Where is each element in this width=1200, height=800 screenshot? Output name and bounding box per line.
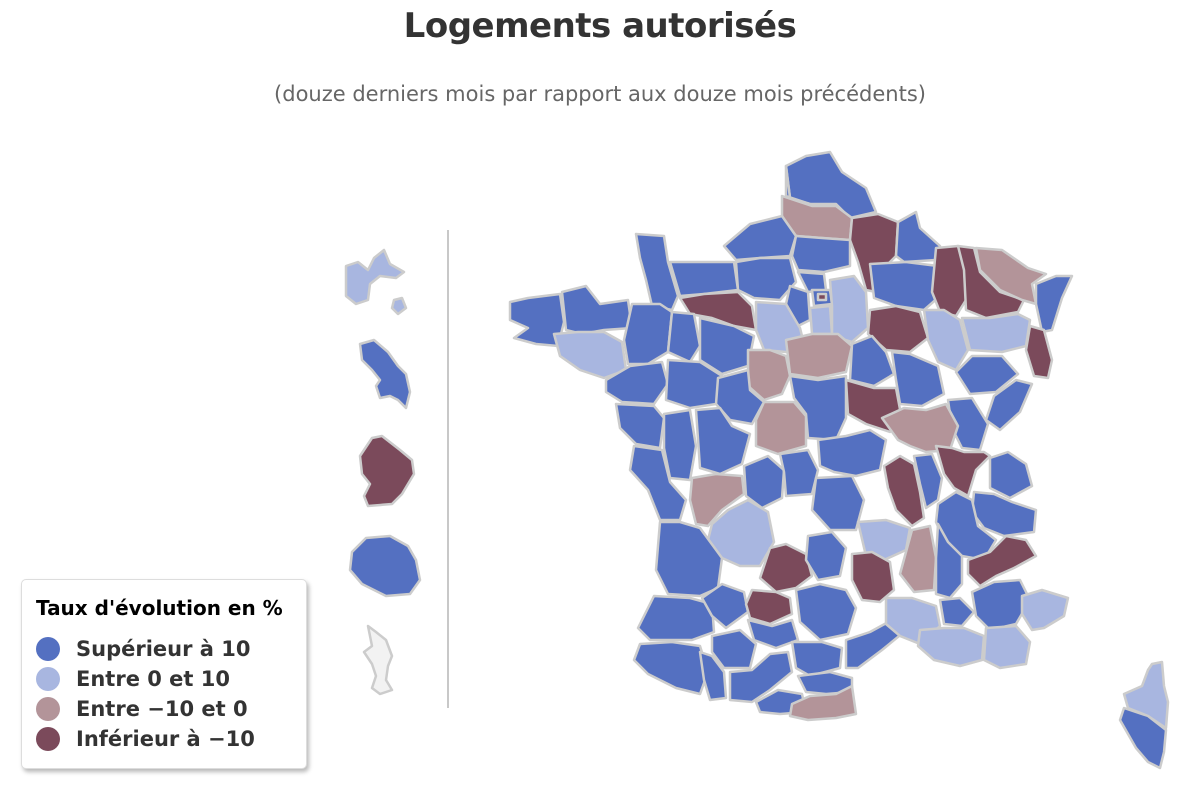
region-guyane[interactable] [358, 434, 416, 508]
region-lozere[interactable] [850, 550, 896, 604]
region-cote-d-or[interactable] [890, 350, 946, 408]
circle-icon [36, 637, 60, 661]
region-hautes-alpes[interactable] [966, 534, 1038, 588]
region-mayotte[interactable] [362, 624, 394, 696]
region-deux-sevres[interactable] [662, 408, 698, 482]
region-loiret[interactable] [784, 332, 854, 380]
region-guadeloupe[interactable] [344, 248, 408, 316]
region-bas-rhin[interactable] [1034, 274, 1074, 334]
region-vosges[interactable] [960, 312, 1032, 354]
region-aveyron[interactable] [794, 582, 858, 642]
region-pyrenees-atlantiques[interactable] [632, 640, 710, 696]
region-creuse[interactable] [778, 448, 820, 498]
region-ardennes[interactable] [894, 210, 942, 264]
region-vienne[interactable] [694, 406, 752, 476]
region-ardeche[interactable] [898, 524, 938, 594]
legend-item-m10-0[interactable]: Entre −10 et 0 [36, 694, 292, 724]
region-drome[interactable] [934, 522, 964, 600]
chart-subtitle: (douze derniers mois par rapport aux dou… [274, 82, 926, 106]
metropole-group [508, 150, 1170, 770]
region-var[interactable] [982, 624, 1032, 670]
legend-title: Taux d'évolution en % [36, 596, 283, 620]
region-calvados[interactable] [668, 260, 740, 298]
region-correze[interactable] [758, 542, 814, 594]
region-alpes-maritimes[interactable] [1020, 588, 1070, 632]
legend-label: Entre 0 et 10 [76, 667, 230, 691]
region-herault[interactable] [844, 618, 906, 670]
region-haut-rhin[interactable] [1024, 324, 1054, 380]
region-loire[interactable] [882, 454, 926, 528]
region-vendee[interactable] [614, 402, 666, 450]
region-gers[interactable] [710, 628, 758, 670]
circle-icon [36, 697, 60, 721]
region-charente-maritime[interactable] [628, 444, 688, 522]
region-rhone[interactable] [912, 452, 944, 510]
legend-item-infm10[interactable]: Inférieur à −10 [36, 724, 292, 754]
region-morbihan[interactable] [552, 330, 628, 380]
region-lot[interactable] [744, 588, 794, 626]
region-landes[interactable] [636, 594, 716, 642]
legend-label: Supérieur à 10 [76, 637, 251, 661]
region-puy-de-dome[interactable] [810, 474, 866, 532]
region-indre[interactable] [754, 400, 808, 456]
region-loire-atlantique[interactable] [604, 360, 670, 406]
region-haute-vienne[interactable] [742, 454, 786, 510]
region-hautes-pyrenees[interactable] [698, 650, 728, 702]
region-manche[interactable] [634, 232, 680, 312]
region-cotes-d-armor[interactable] [560, 284, 634, 336]
region-charente[interactable] [688, 472, 746, 528]
legend-label: Inférieur à −10 [76, 727, 255, 751]
chart-title: Logements autorisés [403, 6, 797, 46]
region-vaucluse[interactable] [938, 596, 976, 628]
region-saone-et-loire[interactable] [880, 402, 960, 454]
region-haute-marne[interactable] [922, 308, 970, 372]
region-haute-savoie[interactable] [988, 450, 1034, 500]
overseas-group [344, 230, 449, 708]
region-pas-de-calais[interactable] [784, 164, 812, 206]
circle-icon [36, 667, 60, 691]
region-mayenne[interactable] [666, 310, 702, 364]
region-moselle[interactable] [974, 246, 1048, 306]
circle-icon [36, 727, 60, 751]
region-marne[interactable] [868, 260, 942, 312]
region-essonne[interactable] [808, 304, 834, 336]
region-paris[interactable] [816, 292, 828, 302]
region-ille-et-vilaine[interactable] [622, 302, 674, 366]
region-seine-maritime[interactable] [722, 214, 798, 262]
region-haute-garonne[interactable] [728, 650, 794, 704]
region-ain[interactable] [934, 444, 992, 498]
region-corse-du-sud[interactable] [1118, 706, 1168, 770]
region-allier[interactable] [816, 428, 888, 478]
legend-item-sup10[interactable]: Supérieur à 10 [36, 634, 292, 664]
region-eure[interactable] [734, 256, 798, 302]
region-reunion[interactable] [348, 534, 422, 598]
region-pyrenees-orientales[interactable] [788, 684, 858, 722]
region-tarn-et-garonne[interactable] [746, 618, 800, 650]
legend-label: Entre −10 et 0 [76, 697, 248, 721]
region-seine-et-marne[interactable] [828, 274, 870, 344]
region-bouches-du-rhone[interactable] [916, 626, 986, 668]
legend-item-0-10[interactable]: Entre 0 et 10 [36, 664, 292, 694]
region-finistere[interactable] [508, 292, 566, 348]
region-cantal[interactable] [804, 530, 848, 582]
region-yvelines[interactable] [784, 284, 812, 328]
region-martinique[interactable] [358, 338, 412, 410]
legend: Taux d'évolution en % Supérieur à 10 Ent… [21, 579, 307, 769]
region-haute-saone[interactable] [954, 354, 1020, 396]
region-oise[interactable] [790, 234, 852, 274]
region-tarn[interactable] [790, 640, 844, 678]
